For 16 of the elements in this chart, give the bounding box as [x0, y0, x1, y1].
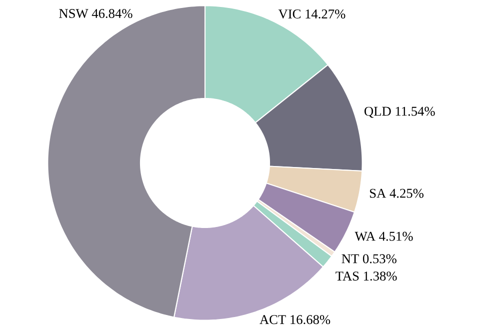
data-label: 16.68% — [290, 315, 330, 324]
data-label: 4.51% — [379, 232, 413, 241]
data-label: 46.84% — [92, 8, 132, 18]
slice-label: SA — [370, 188, 386, 198]
data-label: 14.27% — [306, 9, 346, 19]
slice-label: VIC — [278, 10, 300, 19]
slice-label: ACT — [260, 315, 286, 324]
slice-label: NSW — [59, 9, 88, 18]
data-label: 11.54% — [396, 106, 435, 116]
slice-label: TAS — [336, 272, 359, 281]
slice-label: WA — [354, 232, 376, 241]
data-label: 1.38% — [364, 272, 397, 281]
slice-label: QLD — [364, 106, 391, 118]
data-label: 4.25% — [390, 188, 424, 198]
slice-label: NT — [342, 254, 359, 264]
data-label: 0.53% — [362, 254, 396, 264]
